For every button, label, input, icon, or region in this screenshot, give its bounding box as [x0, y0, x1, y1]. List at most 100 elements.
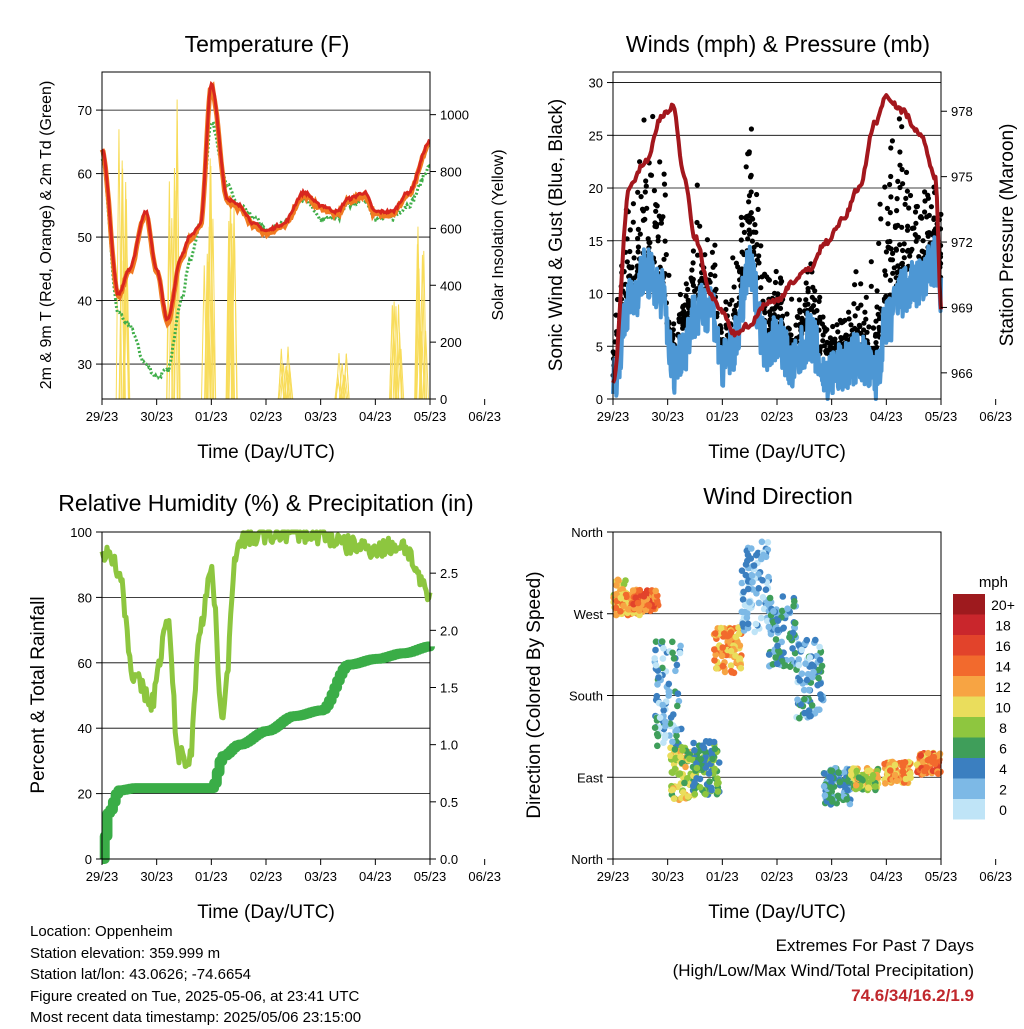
insolation-spike — [206, 158, 214, 400]
direction-point — [924, 756, 932, 764]
x-tick-label: 05/23 — [925, 869, 958, 884]
x-tick-label: 04/23 — [870, 869, 903, 884]
gust-point — [697, 278, 703, 284]
gust-point — [868, 283, 874, 289]
direction-ylabel: Direction (Colored By Speed) — [524, 571, 545, 818]
y-tick-label: 5 — [596, 339, 603, 354]
gust-point — [754, 191, 760, 198]
direction-point — [817, 680, 824, 687]
gust-point — [735, 264, 741, 270]
direction-point — [710, 738, 718, 746]
gust-point — [900, 181, 906, 187]
direction-point — [774, 642, 781, 650]
direction-point — [816, 656, 824, 664]
direction-point — [711, 657, 718, 664]
insolation-spike — [282, 366, 290, 400]
station-elevation: Station elevation: 359.999 m — [30, 944, 221, 962]
direction-point — [742, 571, 750, 579]
direction-point — [921, 767, 928, 775]
direction-point — [917, 752, 925, 759]
gust-point — [756, 260, 762, 266]
insolation-spike — [166, 225, 173, 400]
direction-point — [779, 625, 787, 632]
legend-swatch — [953, 778, 985, 799]
gust-point — [758, 285, 764, 291]
direction-point — [711, 745, 719, 753]
direction-point — [882, 780, 889, 787]
gust-point — [853, 269, 859, 275]
direction-point — [805, 707, 813, 714]
gust-point — [895, 263, 901, 269]
x-tick-label: 02/23 — [250, 409, 283, 424]
x-tick-label: 01/23 — [706, 409, 739, 424]
gust-point — [896, 116, 903, 122]
x-tick-label: 04/23 — [359, 409, 392, 424]
direction-point — [634, 599, 642, 607]
direction-point — [629, 587, 637, 594]
gust-point — [874, 288, 880, 294]
gust-point — [919, 248, 925, 254]
direction-point — [853, 767, 860, 775]
direction-point — [779, 593, 787, 600]
gust-point — [913, 238, 919, 244]
speed-legend: 20+ 18 16 14 12 10 8 6 4 2 0 — [953, 594, 1015, 820]
gust-point — [653, 202, 659, 208]
direction-point — [776, 648, 783, 656]
direction-point — [689, 782, 697, 790]
gust-point — [830, 323, 836, 330]
x-tick-label: 29/23 — [597, 409, 630, 424]
direction-point — [855, 774, 863, 781]
legend-label: 16 — [995, 638, 1011, 654]
gust-point — [738, 214, 744, 220]
gust-point — [894, 269, 900, 276]
direction-point — [907, 774, 914, 782]
x-tick-label: 30/23 — [651, 409, 684, 424]
direction-point — [808, 702, 816, 709]
relative-humidity-line — [99, 529, 433, 769]
direction-point — [747, 555, 755, 562]
insolation-spike — [168, 218, 176, 400]
gust-point — [862, 309, 868, 315]
gust-point — [870, 325, 876, 331]
y-tick-label: 25 — [589, 128, 603, 143]
legend-label: 20+ — [991, 597, 1015, 613]
gust-point — [650, 113, 656, 120]
x-tick-label: 06/23 — [468, 409, 501, 424]
gust-point — [884, 205, 891, 211]
gust-point — [820, 314, 826, 320]
gust-point — [920, 238, 926, 244]
direction-point — [658, 638, 666, 645]
gust-point — [912, 232, 918, 238]
temperature-2m-line — [101, 80, 431, 322]
direction-point — [693, 764, 701, 772]
direction-point — [865, 784, 872, 791]
gust-point — [875, 331, 881, 337]
direction-point — [655, 674, 662, 681]
gust-point — [876, 315, 883, 322]
gust-point — [690, 260, 696, 266]
gust-point — [769, 306, 775, 312]
x-tick-label: 05/23 — [925, 409, 958, 424]
direction-point — [691, 747, 698, 754]
gust-point — [902, 201, 908, 207]
direction-point — [764, 539, 772, 546]
gust-point — [657, 159, 663, 165]
direction-point — [934, 770, 942, 777]
insolation-spike — [280, 364, 287, 400]
gust-point — [727, 301, 733, 307]
y-tick-label: 100 — [70, 525, 92, 540]
x-tick-label: 01/23 — [195, 869, 228, 884]
y2-tick-label: 2.0 — [440, 623, 458, 638]
direction-point — [670, 655, 678, 662]
gust-point — [746, 227, 752, 233]
direction-point — [696, 784, 704, 791]
direction-point — [659, 701, 666, 709]
direction-point — [677, 753, 684, 760]
gust-point — [907, 192, 914, 199]
y2-tick-label: 800 — [440, 165, 462, 180]
direction-point — [899, 762, 907, 770]
direction-point — [738, 567, 746, 574]
gust-point — [777, 305, 784, 311]
gust-point — [677, 291, 684, 298]
gust-point — [635, 226, 642, 232]
